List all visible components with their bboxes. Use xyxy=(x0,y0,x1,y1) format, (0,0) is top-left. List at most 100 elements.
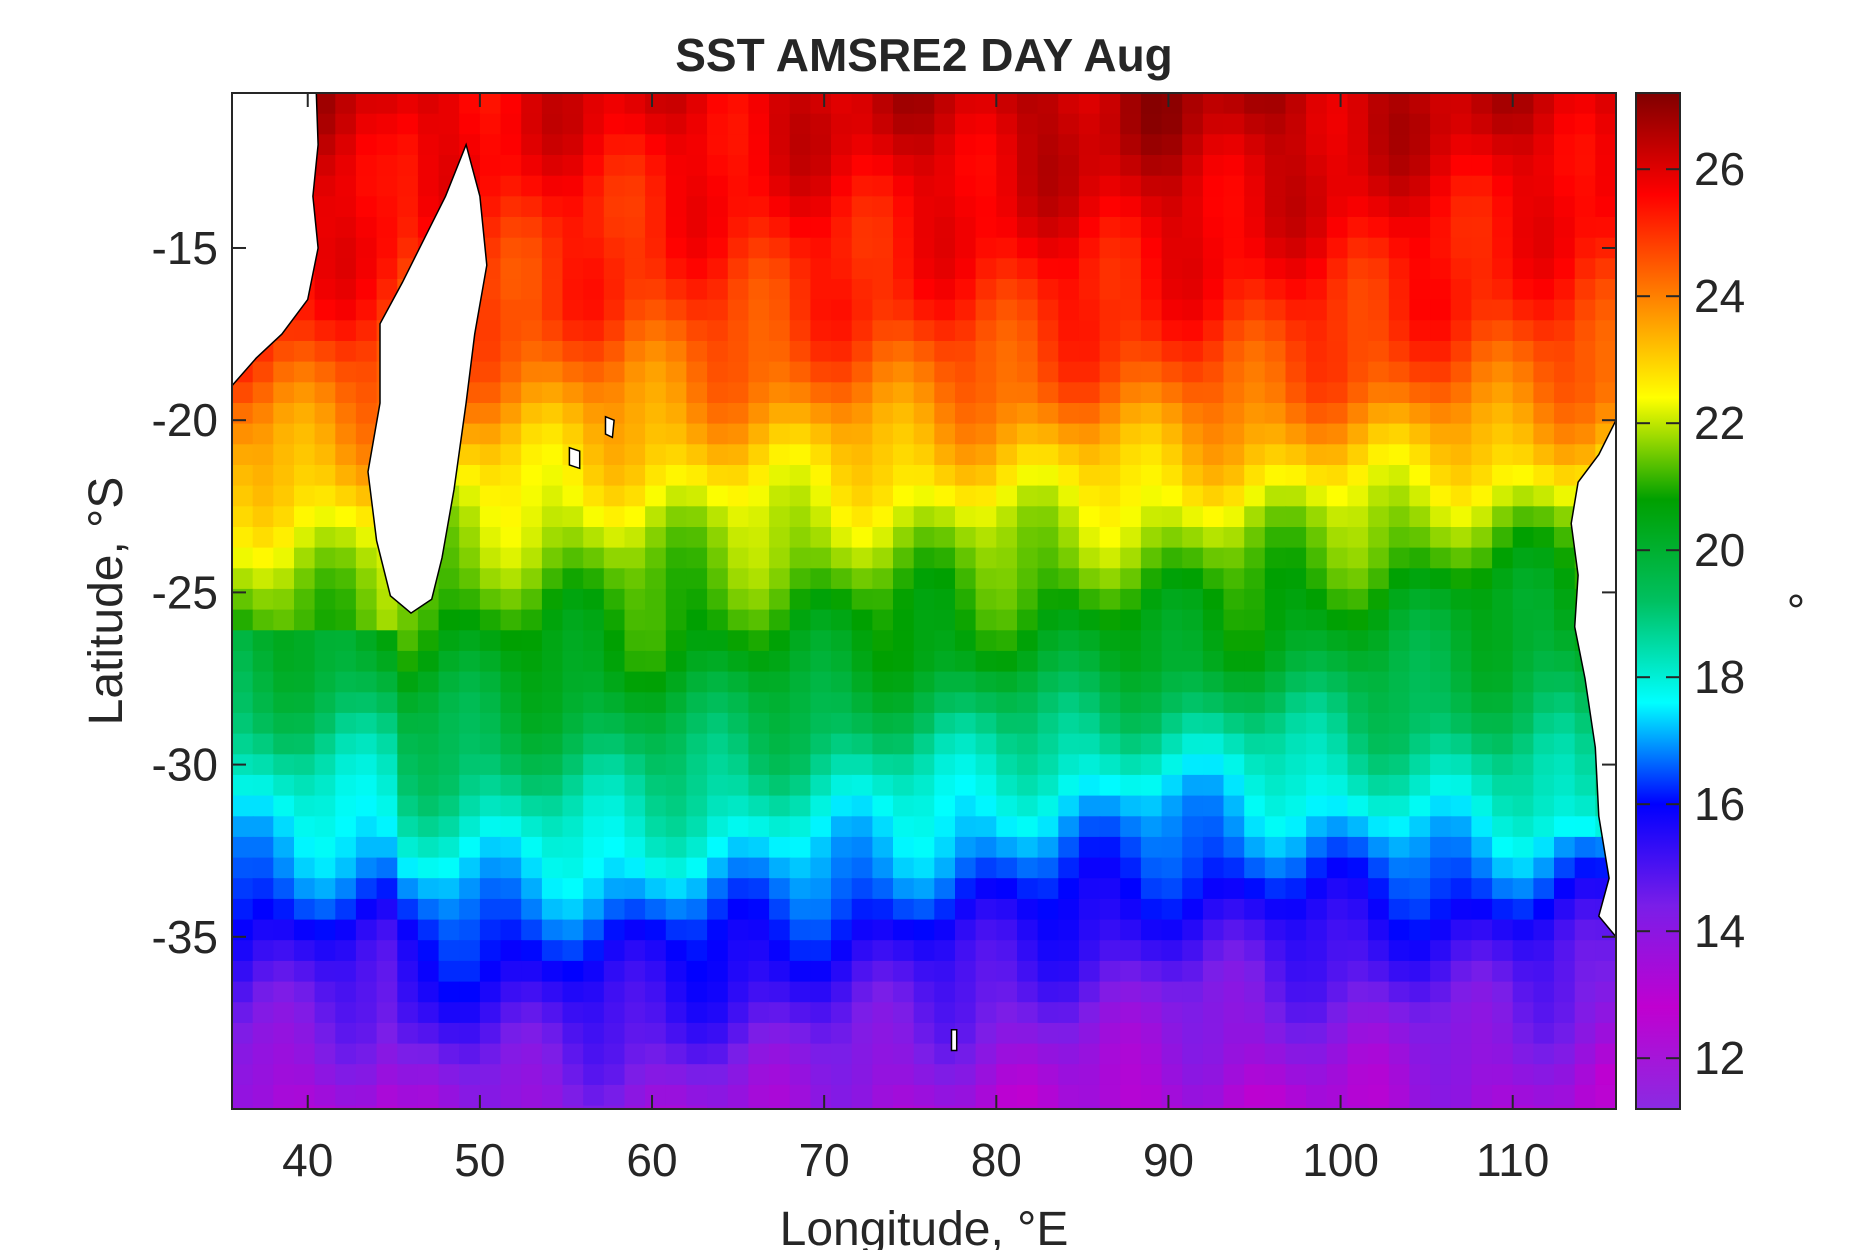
heatmap-cell xyxy=(934,836,956,859)
heatmap-cell xyxy=(1078,1022,1101,1045)
heatmap-cell xyxy=(562,1064,584,1086)
heatmap-cell xyxy=(1078,712,1101,735)
heatmap-cell xyxy=(1450,196,1473,218)
heatmap-cell xyxy=(872,382,894,404)
heatmap-cell xyxy=(1223,258,1245,280)
heatmap-cell xyxy=(417,671,440,694)
heatmap-cell xyxy=(872,258,894,280)
heatmap-cell xyxy=(624,258,646,280)
heatmap-cell xyxy=(727,341,750,363)
heatmap-cell xyxy=(438,1022,461,1045)
heatmap-cell xyxy=(1306,878,1328,900)
heatmap-cell xyxy=(1388,279,1411,301)
heatmap-cell xyxy=(831,671,853,694)
heatmap-cell xyxy=(1202,134,1225,156)
heatmap-cell xyxy=(1058,547,1080,570)
heatmap-cell xyxy=(376,258,399,280)
heatmap-cell xyxy=(1388,588,1411,611)
heatmap-cell xyxy=(872,279,894,301)
heatmap-cell xyxy=(769,237,791,260)
heatmap-cell xyxy=(1078,671,1101,694)
heatmap-cell xyxy=(314,1022,337,1045)
heatmap-cell xyxy=(314,341,337,363)
heatmap-cell xyxy=(1554,506,1576,528)
heatmap-cell xyxy=(294,857,316,880)
heatmap-cell xyxy=(1409,320,1431,342)
heatmap-cell xyxy=(831,299,853,322)
heatmap-cell xyxy=(1078,444,1101,466)
heatmap-cell xyxy=(583,898,605,921)
heatmap-cell xyxy=(1326,981,1349,1004)
heatmap-cell xyxy=(355,196,378,218)
heatmap-cell xyxy=(686,1084,708,1107)
heatmap-cell xyxy=(603,320,626,342)
heatmap-cell xyxy=(769,279,791,301)
heatmap-cell xyxy=(500,1084,522,1107)
heatmap-cell xyxy=(459,940,481,962)
heatmap-cell xyxy=(562,981,584,1004)
heatmap-cell xyxy=(1306,155,1328,177)
heatmap-cell xyxy=(355,650,378,673)
heatmap-cell xyxy=(1223,485,1245,508)
heatmap-cell xyxy=(335,547,357,570)
heatmap-cell xyxy=(1182,113,1204,136)
heatmap-cell xyxy=(1574,981,1597,1004)
heatmap-cell xyxy=(934,134,956,156)
heatmap-cell xyxy=(1099,506,1122,528)
heatmap-cell xyxy=(1058,960,1080,983)
heatmap-cell xyxy=(872,299,894,322)
heatmap-cell xyxy=(624,919,646,942)
heatmap-cell xyxy=(335,341,357,363)
heatmap-cell xyxy=(810,857,832,880)
heatmap-cell xyxy=(831,258,853,280)
heatmap-cell xyxy=(1409,93,1431,115)
heatmap-cell xyxy=(645,836,667,859)
heatmap-cell xyxy=(1058,465,1080,487)
heatmap-cell xyxy=(727,423,750,446)
heatmap-cell xyxy=(438,1105,461,1109)
heatmap-cell xyxy=(252,1022,275,1045)
heatmap-cell xyxy=(1223,113,1245,136)
heatmap-cell xyxy=(355,568,378,590)
heatmap-cell xyxy=(1244,361,1266,384)
heatmap-cell xyxy=(1058,237,1080,260)
heatmap-cell xyxy=(975,712,998,735)
heatmap-cell xyxy=(1140,1064,1163,1086)
heatmap-cell xyxy=(1326,733,1349,756)
heatmap-cell xyxy=(1492,403,1514,425)
heatmap-cell xyxy=(1306,279,1328,301)
heatmap-cell xyxy=(500,630,522,652)
heatmap-cell xyxy=(1202,423,1225,446)
heatmap-cell xyxy=(913,113,936,136)
heatmap-cell xyxy=(1120,237,1142,260)
heatmap-cell xyxy=(335,1084,357,1107)
heatmap-cell xyxy=(583,547,605,570)
heatmap-cell xyxy=(1471,527,1493,549)
heatmap-cell xyxy=(707,258,729,280)
heatmap-cell xyxy=(727,1084,750,1107)
heatmap-cell xyxy=(913,650,936,673)
heatmap-cell xyxy=(707,196,729,218)
heatmap-cell xyxy=(376,630,399,652)
heatmap-cell xyxy=(1264,175,1287,198)
heatmap-cell xyxy=(500,692,522,714)
heatmap-cell xyxy=(273,878,295,900)
heatmap-cell xyxy=(1306,568,1328,590)
heatmap-cell xyxy=(438,1084,461,1107)
heatmap-cell xyxy=(1120,919,1142,942)
heatmap-cell xyxy=(500,878,522,900)
heatmap-cell xyxy=(314,527,337,549)
heatmap-cell xyxy=(1037,857,1060,880)
heatmap-cell xyxy=(603,960,626,983)
heatmap-cell xyxy=(397,981,419,1004)
heatmap-cell xyxy=(1409,836,1431,859)
heatmap-cell xyxy=(603,1084,626,1107)
heatmap-cell xyxy=(831,733,853,756)
heatmap-cell xyxy=(1099,940,1122,962)
heatmap-cell xyxy=(335,960,357,983)
heatmap-cell xyxy=(955,485,977,508)
heatmap-cell xyxy=(541,258,564,280)
heatmap-cell xyxy=(479,754,502,776)
heatmap-cell xyxy=(913,630,936,652)
heatmap-cell xyxy=(872,588,894,611)
